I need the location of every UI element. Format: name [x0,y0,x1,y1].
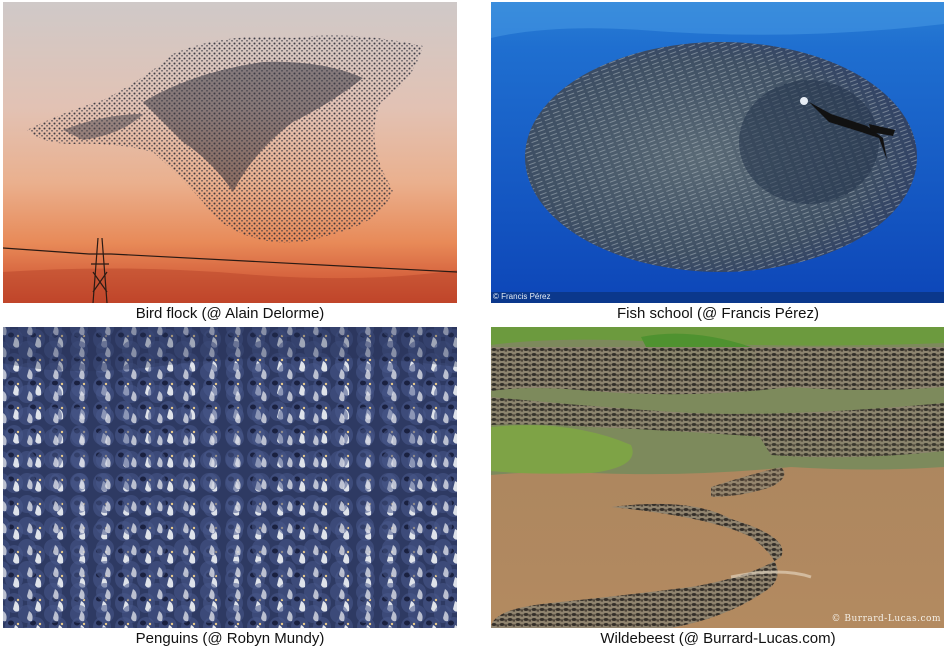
fish-school-credit: © Francis Pérez [493,292,551,301]
wildebeest-caption: Wildebeest (@ Burrard-Lucas.com) [600,630,836,647]
fish-school-photo: © Francis Pérez [491,2,944,303]
bird-flock-photo [3,2,457,303]
diver [800,97,895,160]
fish-school-caption: Fish school (@ Francis Pérez) [617,305,819,322]
power-pylon [3,237,457,303]
bird-flock-caption: Bird flock (@ Alain Delorme) [135,305,325,322]
penguins-caption: Penguins (@ Robyn Mundy) [135,630,325,647]
penguins-photo [3,327,457,628]
wildebeest-photo: © Burrard-Lucas.com [491,327,944,628]
starling-murmuration [27,35,423,243]
sardine-ball [525,42,917,272]
wildebeest-credit: © Burrard-Lucas.com [831,614,941,624]
